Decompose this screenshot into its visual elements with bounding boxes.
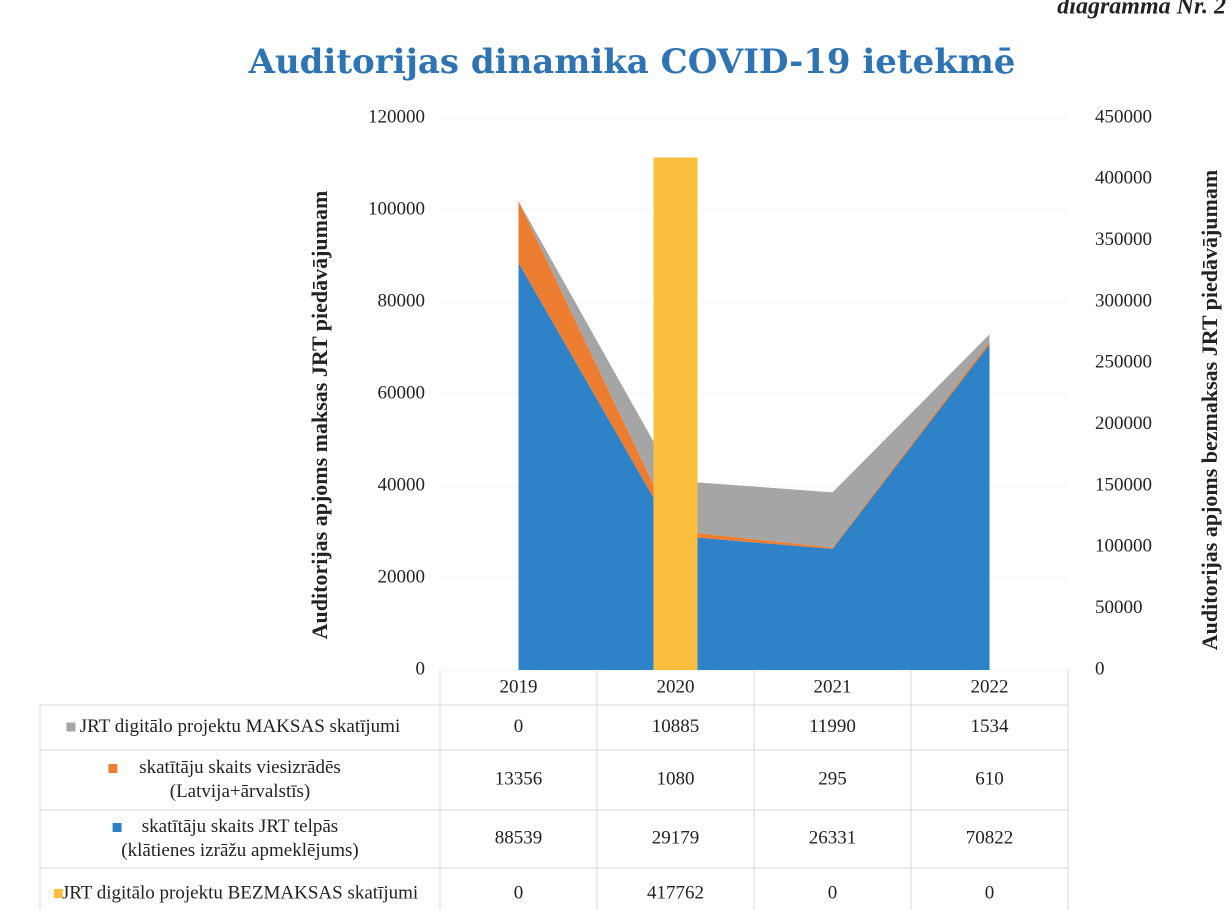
y2-tick-label: 150000: [1095, 474, 1152, 495]
x-tick-label: 2020: [657, 676, 695, 697]
legend-swatch: [112, 823, 122, 832]
y2-tick-label: 0: [1095, 658, 1105, 679]
area: [518, 262, 990, 670]
x-tick-label: 2021: [814, 676, 852, 697]
table-cell: 1080: [657, 768, 695, 789]
y2-tick-label: 250000: [1095, 352, 1152, 373]
table-cell: 88539: [495, 827, 543, 848]
table-cell: 0: [828, 882, 838, 903]
legend-swatch: [66, 722, 76, 732]
y-tick-label: 100000: [368, 198, 425, 219]
table-cell: 29179: [652, 827, 700, 848]
table-cell: 13356: [495, 768, 543, 789]
chart-title: Auditorijas dinamika COVID-19 ietekmē: [248, 42, 1016, 82]
bar: [653, 157, 698, 670]
x-tick-label: 2019: [500, 676, 538, 697]
y2-tick-label: 200000: [1095, 413, 1152, 434]
legend-label: JRT digitālo projektu BEZMAKSAS skatījum…: [62, 882, 418, 903]
legend-swatch: [108, 764, 118, 773]
legend-label: skatītāju skaits JRT telpās (klātienes iz…: [121, 816, 358, 861]
table-cell: 26331: [809, 827, 857, 848]
y2-tick-label: 450000: [1095, 106, 1152, 127]
y-tick-label: 60000: [378, 382, 426, 403]
chart-note: diagramma Nr. 2: [1057, 0, 1226, 20]
table-cell: 610: [975, 768, 1004, 789]
y-tick-label: 0: [416, 658, 426, 679]
y-axis-title: Auditorijas apjoms maksas JRT piedāvājum…: [307, 191, 332, 640]
y2-tick-label: 100000: [1095, 536, 1152, 557]
x-tick-label: 2022: [971, 676, 1009, 697]
plot-area: [518, 157, 990, 670]
table-cell: 1534: [971, 716, 1010, 737]
y2-axis-title: Auditorijas apjoms bezmaksas JRT piedāvā…: [1197, 170, 1222, 650]
y2-tick-label: 350000: [1095, 229, 1152, 250]
y2-tick-label: 300000: [1095, 290, 1152, 311]
table-cell: 70822: [966, 827, 1014, 848]
table-cell: 0: [514, 716, 524, 737]
y2-tick-label: 50000: [1095, 597, 1143, 618]
table-cell: 11990: [809, 716, 856, 737]
legend-swatch: [53, 889, 63, 898]
table-cell: 0: [985, 882, 995, 903]
table-cell: 295: [818, 768, 847, 789]
y-tick-label: 80000: [378, 290, 426, 311]
table-cell: 0: [514, 882, 524, 903]
y-tick-label: 120000: [368, 106, 425, 127]
area: [518, 201, 990, 549]
area: [518, 201, 990, 548]
table-cell: 417762: [647, 882, 704, 903]
legend-label: skatītāju skaits viesizrādēs (Latvija+ārv…: [139, 757, 341, 802]
y-tick-label: 20000: [378, 566, 426, 587]
y-tick-label: 40000: [378, 474, 426, 495]
legend-label: JRT digitālo projektu MAKSAS skatījumi: [80, 716, 400, 737]
table-cell: 10885: [652, 716, 700, 737]
y2-tick-label: 400000: [1095, 168, 1152, 189]
